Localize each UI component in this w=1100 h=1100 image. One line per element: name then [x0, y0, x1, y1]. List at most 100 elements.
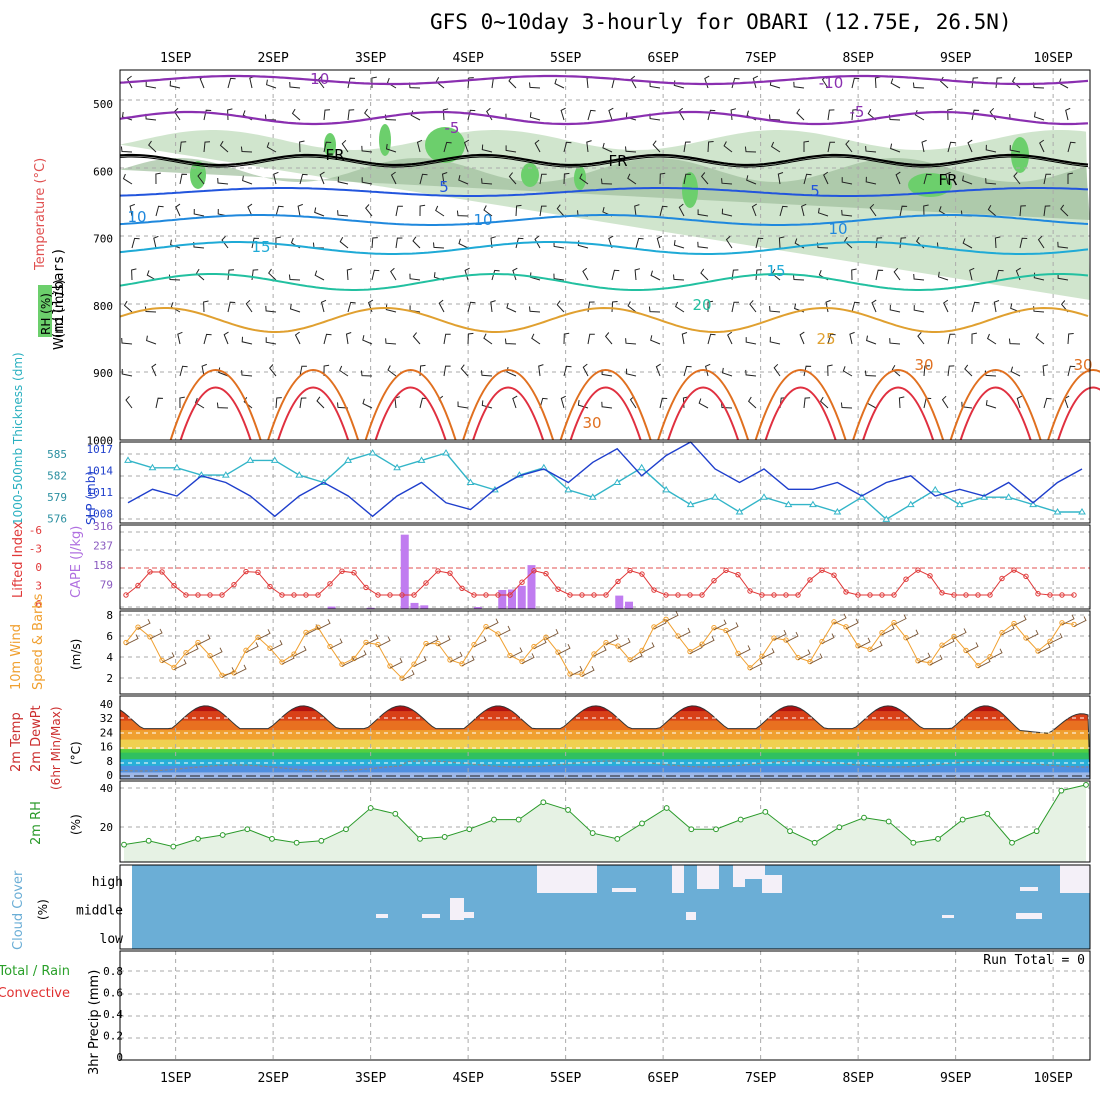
wind-barb: [650, 270, 661, 281]
thickness-point: [1004, 493, 1013, 500]
wind-barb: [395, 237, 403, 249]
li-tick: -3: [29, 543, 42, 556]
wind-barb: [412, 236, 421, 249]
wind-barb: [464, 267, 470, 281]
ylabel-temperature: Temperature (°C): [33, 158, 48, 271]
rh2m-point: [984, 810, 991, 817]
wind-barb: [971, 332, 977, 344]
wind-speed-point: [975, 662, 981, 669]
wind-barb: [1039, 139, 1045, 153]
wind-barb: [601, 401, 613, 409]
surface-wind-barb: [569, 665, 583, 677]
wind-barb: [652, 140, 661, 153]
wind-barb: [227, 301, 236, 313]
wind-barb: [683, 365, 692, 377]
wind-barb: [314, 207, 325, 217]
date-label-top: 5SEP: [550, 51, 581, 66]
contour-label: 15: [766, 262, 785, 280]
wind-barb: [707, 300, 714, 312]
wind-barb: [871, 299, 877, 313]
wind-barb: [913, 273, 925, 281]
temp-tick: 40: [100, 698, 113, 711]
cape-tick: 158: [93, 559, 113, 572]
cape-tick: 79: [100, 579, 113, 592]
surface-wind-barb: [365, 634, 379, 645]
surface-wind-barb: [857, 637, 871, 649]
rh2m-tick: 20: [100, 821, 113, 834]
wind-barb: [121, 337, 133, 345]
wind-barb: [803, 173, 812, 185]
wind-barb: [985, 400, 997, 409]
rh2m-point: [170, 843, 177, 850]
wind-barb: [851, 109, 858, 121]
wind-barb: [793, 81, 805, 89]
wind-barb: [365, 204, 373, 217]
wind-barb: [148, 140, 157, 153]
surface-wind-barb: [821, 633, 835, 644]
rh2m-point: [614, 835, 621, 842]
wind-barb: [251, 237, 260, 249]
date-label-top: 9SEP: [940, 51, 971, 66]
contour-30: [949, 369, 1042, 441]
wind-barb: [993, 300, 1000, 313]
wind-barb: [1035, 333, 1045, 345]
rh2m-point: [121, 841, 127, 848]
ylabel-precip: 3hr Precip (mm): [87, 970, 102, 1075]
wind-barb: [875, 237, 883, 249]
surface-wind-barb: [233, 664, 247, 676]
li-point: [615, 578, 621, 585]
li-point: [687, 592, 693, 598]
wind-speed-point: [315, 624, 321, 631]
wind-barb: [845, 140, 853, 153]
contour-30: [754, 369, 847, 441]
wind-speed-point: [951, 633, 957, 640]
wind-barb: [1019, 205, 1026, 217]
wind-barb: [994, 236, 1001, 249]
wind-barb: [223, 331, 229, 345]
wind-barb: [299, 365, 307, 377]
wind-barb: [650, 335, 661, 345]
li-point: [783, 592, 789, 598]
li-point: [855, 592, 861, 598]
wind-barb: [707, 333, 716, 345]
wind-speed-point: [639, 647, 645, 654]
wind-barb: [659, 205, 668, 217]
wind-barb: [769, 306, 781, 313]
li-point: [459, 585, 465, 592]
wind-barb: [362, 335, 373, 345]
li-line: [125, 569, 1074, 596]
wind-barb: [700, 172, 709, 185]
rh2m-point: [1009, 839, 1015, 846]
cloud-level-label: middle: [76, 904, 123, 919]
wind-barb: [560, 107, 566, 121]
thickness-point: [148, 463, 157, 471]
wind-barb: [386, 77, 397, 89]
li-point: [387, 592, 393, 598]
ylabel-cloud-cover: Cloud Cover: [11, 870, 26, 950]
contour-5: [119, 187, 1089, 197]
cape-bar: [625, 601, 633, 609]
surface-wind-barb: [785, 631, 799, 643]
li-point: [867, 592, 873, 598]
pressure-tick: 800: [93, 300, 113, 313]
wind-barb: [801, 203, 807, 217]
surface-wind-barb: [965, 642, 979, 653]
wind-speed-point: [1071, 621, 1077, 628]
surface-wind-barb: [1037, 642, 1051, 654]
wind-barb: [481, 178, 493, 185]
wind-barb: [923, 173, 932, 185]
wind-barb: [438, 299, 445, 313]
cape-tick: 316: [93, 520, 113, 533]
rh2m-point: [1033, 828, 1040, 835]
contour-label: FR: [608, 152, 627, 170]
wind-barb: [314, 270, 325, 281]
upper-panel-frame: [119, 69, 1091, 441]
wind-speed-point: [195, 639, 201, 646]
wind-barb: [673, 274, 685, 281]
contour-30: [559, 369, 652, 441]
wind-barb: [410, 110, 421, 121]
wind-speed-point: [783, 637, 789, 643]
rh2m-point: [318, 837, 325, 844]
wind-barb: [1067, 333, 1074, 345]
wind-barb: [587, 109, 596, 121]
